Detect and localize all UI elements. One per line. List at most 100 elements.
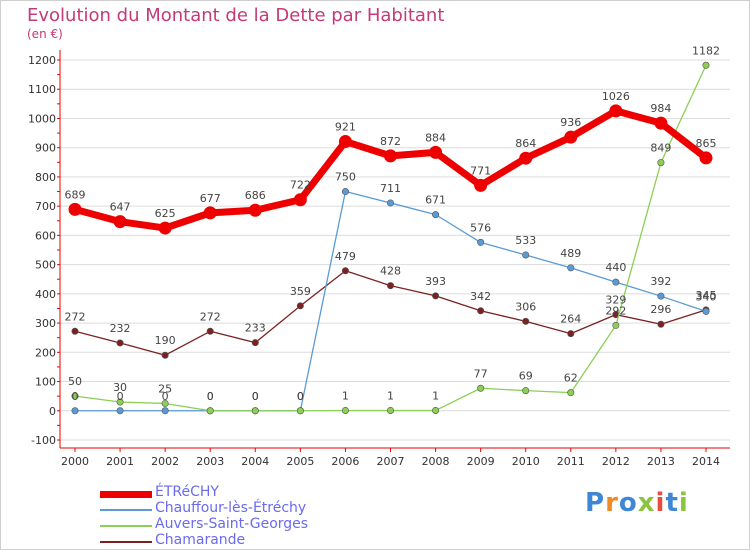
- y-tick-label: 200: [35, 346, 56, 359]
- data-point: [386, 282, 394, 290]
- data-label: 1: [432, 389, 439, 402]
- data-point: [386, 406, 394, 414]
- data-label: 686: [245, 189, 266, 202]
- logo-letter: o: [618, 488, 638, 518]
- x-tick-label: 2001: [106, 455, 134, 468]
- data-label: 921: [335, 121, 356, 134]
- data-label: 359: [290, 285, 311, 298]
- data-point: [654, 116, 668, 130]
- data-label: 0: [207, 390, 214, 403]
- data-label: 292: [605, 304, 626, 317]
- series-layer: [68, 61, 713, 415]
- legend-label: ÉTRéCHY: [155, 484, 219, 500]
- y-tick-label: 900: [35, 142, 56, 155]
- y-tick-label: 800: [35, 171, 56, 184]
- data-label: 0: [162, 390, 169, 403]
- data-label: 864: [515, 137, 536, 150]
- x-tick-label: 2007: [377, 455, 405, 468]
- data-label: 69: [519, 370, 533, 383]
- data-label: 479: [335, 250, 356, 263]
- data-label: 884: [425, 131, 446, 144]
- data-label: 264: [560, 313, 581, 326]
- logo-letter: x: [637, 488, 656, 518]
- legend-swatch: [100, 509, 152, 511]
- data-point: [567, 264, 575, 272]
- data-point: [68, 202, 82, 216]
- data-label: 190: [155, 334, 176, 347]
- x-tick-label: 2005: [286, 455, 314, 468]
- data-label: 936: [560, 116, 581, 129]
- logo-letter: P: [585, 488, 606, 518]
- data-label: 711: [380, 182, 401, 195]
- y-tick-label: 300: [35, 317, 56, 330]
- x-tick-label: 2014: [692, 455, 720, 468]
- data-label: 345: [696, 289, 717, 302]
- data-point: [116, 339, 124, 347]
- data-label: 232: [110, 322, 131, 335]
- data-point: [522, 251, 530, 259]
- x-tick-label: 2012: [602, 455, 630, 468]
- legend-item: Auvers-Saint-Georges: [100, 516, 420, 534]
- data-label: 1026: [602, 90, 630, 103]
- data-label: 771: [470, 164, 491, 177]
- data-label: 0: [252, 390, 259, 403]
- data-point: [612, 278, 620, 286]
- data-point: [341, 406, 349, 414]
- data-point: [251, 407, 259, 415]
- legend-item: ÉTRéCHY: [100, 484, 420, 502]
- data-point: [248, 203, 262, 217]
- data-label: 0: [207, 390, 214, 403]
- data-label: 30: [113, 381, 127, 394]
- legend-swatch: [100, 525, 152, 527]
- data-point: [567, 330, 575, 338]
- legend-label: Chauffour-lès-Étréchy: [155, 500, 307, 516]
- x-tick-label: 2003: [196, 455, 224, 468]
- data-label: 671: [425, 194, 446, 207]
- data-label: 849: [650, 142, 671, 155]
- x-tick-label: 2000: [61, 455, 89, 468]
- data-label: 296: [650, 303, 671, 316]
- data-point: [296, 302, 304, 310]
- chart-subtitle: (en €): [27, 27, 63, 41]
- data-label: 0: [117, 390, 124, 403]
- data-label: 25: [158, 382, 172, 395]
- x-tick-label: 2013: [647, 455, 675, 468]
- data-point: [293, 193, 307, 207]
- data-label: 428: [380, 265, 401, 278]
- data-point: [612, 321, 620, 329]
- data-point: [522, 387, 530, 395]
- y-tick-label: 1000: [28, 112, 56, 125]
- data-label: 1182: [692, 44, 720, 57]
- data-label: 625: [155, 207, 176, 220]
- data-point: [519, 151, 533, 165]
- data-label: 233: [245, 322, 266, 335]
- data-point: [522, 317, 530, 325]
- data-label: 0: [252, 390, 259, 403]
- y-tick-label: 1200: [28, 54, 56, 67]
- data-label: 984: [650, 102, 671, 115]
- x-tick-label: 2004: [241, 455, 269, 468]
- x-tick-label: 2009: [467, 455, 495, 468]
- data-label: 865: [696, 137, 717, 150]
- legend-item: Chauffour-lès-Étréchy: [100, 500, 420, 518]
- data-point: [113, 215, 127, 229]
- data-point: [657, 320, 665, 328]
- data-point: [203, 206, 217, 220]
- data-point: [609, 104, 623, 118]
- data-point: [567, 389, 575, 397]
- y-tick-label: -100: [31, 434, 56, 447]
- legend-label: Auvers-Saint-Georges: [155, 516, 309, 532]
- data-label: 329: [605, 294, 626, 307]
- data-point: [338, 135, 352, 149]
- data-label: 340: [696, 290, 717, 303]
- x-tick-label: 2002: [151, 455, 179, 468]
- data-point: [71, 407, 79, 415]
- legend-label: Chamarande: [155, 532, 246, 548]
- data-label: 722: [290, 179, 311, 192]
- data-point: [429, 145, 443, 159]
- legend-swatch: [100, 541, 152, 543]
- data-point: [161, 407, 169, 415]
- data-point: [384, 149, 397, 163]
- y-tick-label: 400: [35, 288, 56, 301]
